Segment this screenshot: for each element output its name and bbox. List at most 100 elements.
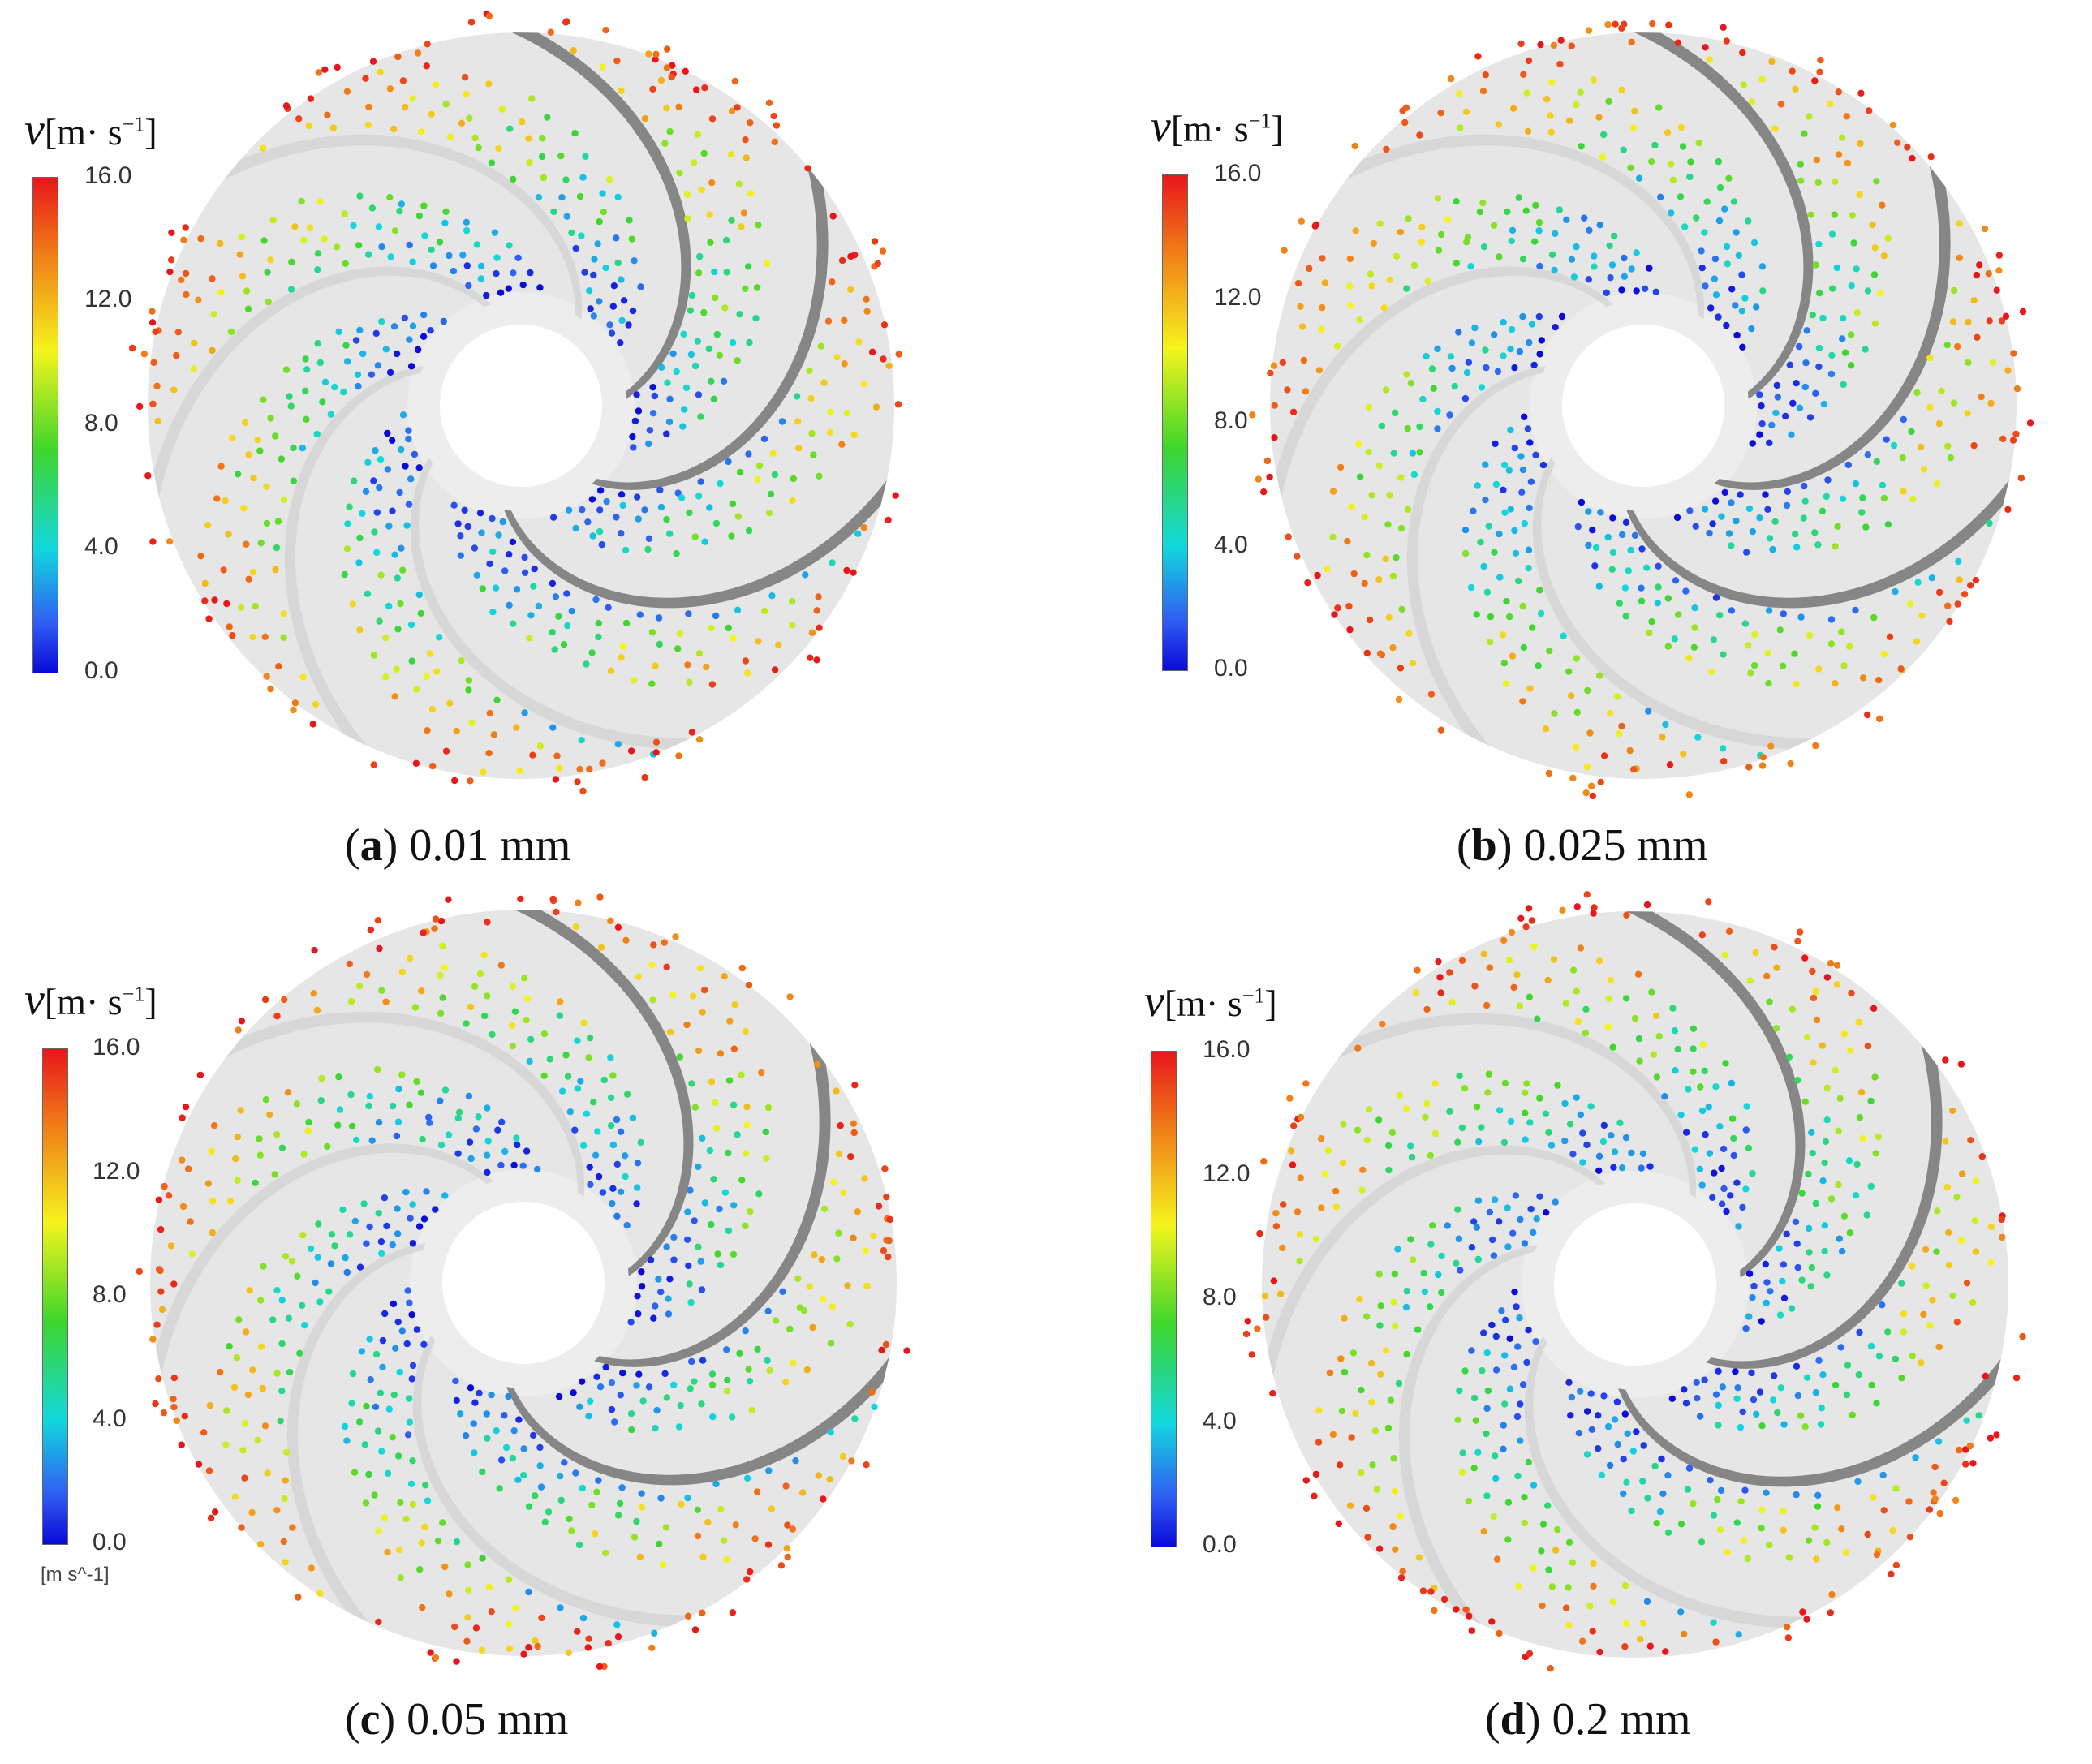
particle bbox=[1737, 1498, 1745, 1505]
particle bbox=[333, 243, 341, 251]
particle bbox=[252, 602, 259, 610]
particle bbox=[275, 663, 282, 670]
particle bbox=[1733, 1395, 1741, 1402]
particle bbox=[1461, 549, 1470, 557]
particle bbox=[571, 130, 579, 137]
particle bbox=[495, 531, 502, 539]
particle bbox=[1668, 1395, 1676, 1402]
particle bbox=[488, 1391, 495, 1399]
particle bbox=[1537, 41, 1544, 49]
particle bbox=[343, 1268, 351, 1276]
particle bbox=[652, 749, 660, 756]
particle bbox=[1702, 44, 1709, 51]
particle bbox=[710, 1176, 717, 1183]
particle bbox=[2004, 506, 2012, 514]
particle bbox=[679, 423, 687, 430]
particle bbox=[700, 308, 708, 316]
particle bbox=[701, 84, 708, 92]
particle bbox=[1953, 1194, 1961, 1201]
particle bbox=[1978, 1153, 1986, 1160]
particle bbox=[1639, 1150, 1647, 1157]
particle bbox=[436, 634, 443, 641]
particle bbox=[833, 1087, 840, 1095]
particle bbox=[343, 545, 351, 553]
particle bbox=[1702, 282, 1709, 290]
particle bbox=[170, 386, 178, 394]
particle bbox=[1812, 1389, 1820, 1396]
particle bbox=[364, 590, 372, 597]
particle bbox=[493, 254, 501, 261]
particle bbox=[1354, 1126, 1362, 1134]
particle bbox=[403, 1340, 411, 1348]
particle bbox=[723, 1388, 731, 1395]
particle bbox=[835, 1150, 843, 1158]
particle bbox=[753, 1488, 761, 1495]
particle bbox=[1517, 1215, 1524, 1224]
particle bbox=[1715, 1367, 1722, 1375]
particle bbox=[1836, 1235, 1843, 1242]
particle bbox=[2017, 475, 2025, 482]
particle bbox=[792, 1457, 799, 1465]
particle bbox=[1573, 243, 1580, 251]
particle bbox=[1404, 424, 1411, 432]
particle bbox=[514, 1476, 522, 1483]
particle bbox=[1582, 789, 1590, 797]
particle bbox=[1721, 488, 1728, 497]
particle bbox=[1473, 1103, 1481, 1111]
particle bbox=[724, 1376, 731, 1384]
particle bbox=[390, 1300, 398, 1308]
particle bbox=[1875, 676, 1883, 684]
particle bbox=[1456, 1072, 1463, 1080]
particle bbox=[428, 246, 435, 254]
particle bbox=[608, 1379, 616, 1387]
particle bbox=[1356, 1295, 1363, 1303]
particle bbox=[1479, 200, 1487, 207]
particle bbox=[1431, 1080, 1439, 1087]
particle bbox=[266, 1111, 273, 1119]
particle bbox=[1490, 1513, 1497, 1521]
particle bbox=[187, 1218, 194, 1225]
particle bbox=[418, 987, 425, 995]
particle bbox=[747, 1207, 754, 1215]
particle bbox=[248, 1508, 256, 1517]
particle bbox=[1362, 1504, 1371, 1512]
particle bbox=[1560, 632, 1567, 639]
particle bbox=[1607, 976, 1614, 984]
particle bbox=[360, 1200, 368, 1207]
particle bbox=[672, 933, 679, 940]
particle bbox=[1880, 1507, 1888, 1514]
particle bbox=[838, 256, 846, 265]
particle bbox=[490, 731, 497, 738]
particle bbox=[377, 68, 384, 75]
particle bbox=[1671, 635, 1678, 643]
particle bbox=[1888, 1570, 1895, 1577]
particle bbox=[1620, 146, 1627, 153]
particle bbox=[1797, 161, 1804, 168]
particle bbox=[390, 323, 398, 330]
particle bbox=[1763, 972, 1771, 979]
particle bbox=[365, 1470, 372, 1478]
particle bbox=[1735, 1631, 1742, 1638]
particle bbox=[1523, 89, 1530, 97]
particle bbox=[1739, 1203, 1746, 1211]
particle bbox=[1748, 325, 1755, 333]
particle bbox=[414, 346, 422, 354]
particle bbox=[665, 1295, 672, 1302]
particle bbox=[894, 401, 902, 408]
particle bbox=[595, 1477, 602, 1484]
particle bbox=[794, 445, 803, 452]
particle bbox=[1749, 1170, 1756, 1177]
particle bbox=[207, 1514, 215, 1522]
particle bbox=[1521, 1519, 1528, 1527]
particle bbox=[513, 1134, 520, 1142]
particle bbox=[1583, 1451, 1591, 1458]
particle bbox=[539, 135, 546, 142]
colorbar-tick: 16.0 bbox=[1214, 160, 1262, 187]
particle bbox=[1629, 124, 1638, 131]
particle bbox=[243, 540, 250, 548]
particle bbox=[1392, 1323, 1399, 1330]
particle bbox=[1929, 1297, 1936, 1304]
particle bbox=[1935, 1438, 1943, 1445]
particle bbox=[1695, 140, 1702, 147]
particle bbox=[579, 1484, 586, 1492]
